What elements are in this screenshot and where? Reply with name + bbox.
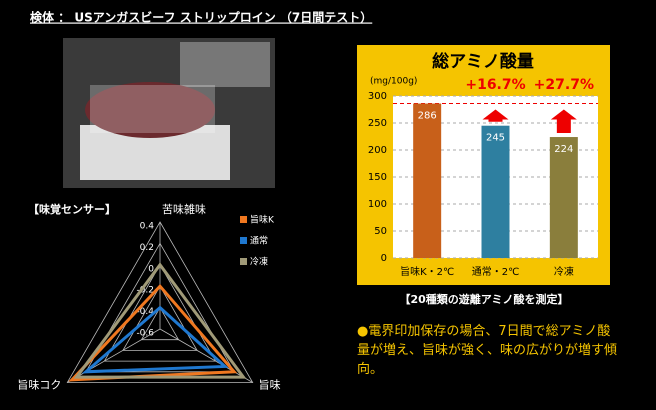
value-label: 286 bbox=[418, 111, 437, 122]
radar-title: 【味覚センサー】 bbox=[28, 202, 116, 216]
y-tick-label: 0 bbox=[381, 253, 387, 264]
y-tick-label: 250 bbox=[368, 118, 387, 129]
y-unit: (mg/100g) bbox=[370, 77, 417, 87]
y-tick-label: 100 bbox=[368, 199, 387, 210]
spoke bbox=[159, 328, 253, 383]
radar-series bbox=[73, 262, 247, 379]
annotation: +16.7% bbox=[465, 77, 525, 93]
bar bbox=[549, 137, 578, 258]
legend-label: 旨味K bbox=[250, 214, 275, 226]
grid-ring bbox=[85, 242, 235, 373]
legend-swatch bbox=[240, 258, 247, 265]
y-tick-label: 300 bbox=[368, 91, 387, 102]
note: ●電界印加保存の場合、7日間で総アミノ酸量が増え、旨味が強く、味の広がりが増す傾… bbox=[357, 324, 618, 377]
grid-ring bbox=[122, 285, 198, 351]
y-tick-label: 50 bbox=[374, 226, 387, 237]
r-tick-label: 0.2 bbox=[140, 243, 154, 253]
y-tick-label: 150 bbox=[368, 172, 387, 183]
axis-label: 旨味コク bbox=[17, 379, 61, 392]
value-label: 224 bbox=[554, 144, 573, 155]
spoke bbox=[67, 328, 161, 383]
grid-ring bbox=[66, 221, 254, 383]
axis-label: 苦味雑味 bbox=[162, 202, 206, 216]
legend-swatch bbox=[240, 216, 247, 223]
radar-series bbox=[81, 305, 229, 374]
slide-title: 検体 ： USアンガスビーフ ストリップロイン （7日間テスト） bbox=[30, 10, 372, 25]
legend-label: 通常 bbox=[250, 235, 268, 247]
x-tick-label: 冷凍 bbox=[554, 265, 574, 278]
r-tick-label: -0.4 bbox=[136, 307, 154, 317]
x-tick-label: 旨味K・2℃ bbox=[400, 266, 454, 278]
arrow bbox=[482, 109, 509, 122]
caption: 【20種類の遊離アミノ酸を測定】 bbox=[399, 292, 568, 306]
arrow bbox=[550, 109, 577, 134]
axis-label: 旨味 bbox=[259, 379, 281, 392]
bar bbox=[481, 125, 510, 258]
r-tick-label: 0 bbox=[148, 264, 154, 274]
y-tick-label: 200 bbox=[368, 145, 387, 156]
grid-ring bbox=[103, 263, 217, 362]
bar-title: 総アミノ酸量 bbox=[432, 51, 534, 72]
grid-ring bbox=[140, 306, 180, 341]
r-tick-label: -0.6 bbox=[136, 329, 154, 339]
legend-swatch bbox=[240, 237, 247, 244]
x-tick-label: 通常・2℃ bbox=[472, 265, 520, 278]
r-tick-label: -0.2 bbox=[136, 286, 154, 296]
bar bbox=[413, 103, 442, 258]
value-label: 245 bbox=[486, 133, 505, 144]
annotation: +27.7% bbox=[534, 77, 594, 93]
legend-label: 冷凍 bbox=[250, 256, 268, 268]
r-tick-label: 0.4 bbox=[140, 222, 155, 232]
photo bbox=[63, 38, 275, 188]
